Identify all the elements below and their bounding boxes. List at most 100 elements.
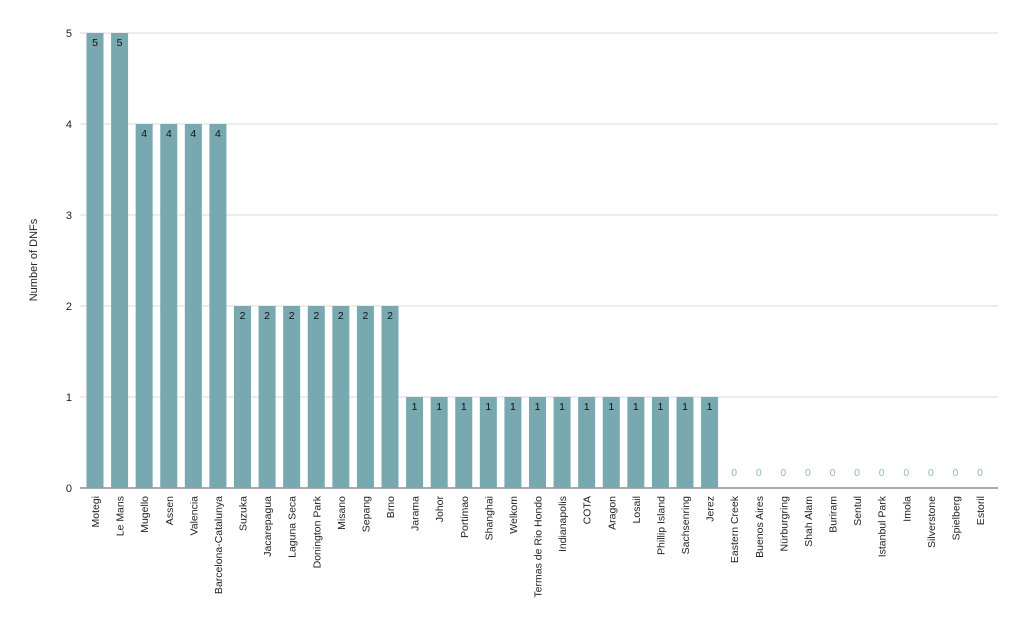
bar [111,33,129,488]
x-tick-label: Assen [164,496,176,525]
data-label: 2 [264,310,270,322]
bar [86,33,104,488]
bar [332,306,350,488]
bar [676,397,694,488]
data-label: 4 [141,128,147,140]
data-label: 2 [289,310,295,322]
data-label: 1 [657,401,663,413]
x-tick-label: Johor [434,495,446,522]
y-tick-label: 5 [66,28,72,40]
x-tick-label: Le Mans [115,496,127,536]
x-tick-label: Jerez [705,496,717,522]
data-label: 0 [780,467,786,479]
x-tick-label: Sepang [360,496,372,532]
x-tick-label: Losail [631,496,643,523]
x-tick-label: Welkom [508,496,520,534]
x-tick-label: Phillip Island [655,496,667,555]
data-label: 1 [535,401,541,413]
x-tick-label: Sachsenring [680,496,692,555]
data-label: 1 [510,401,516,413]
x-tick-label: Shanghai [483,496,495,540]
data-label: 4 [190,128,196,140]
x-tick-label: Misano [336,496,348,530]
y-tick-label: 0 [66,483,72,495]
x-tick-label: Donington Park [311,495,323,568]
x-tick-label: Motegi [90,496,102,528]
data-label: 0 [903,467,909,479]
x-tick-label: Portimao [459,496,471,538]
x-tick-label: Jarama [410,496,422,531]
x-tick-label: Buenos Aires [754,496,766,558]
x-tick-label: Eastern Creek [729,495,741,563]
x-tick-label: Silverstone [926,496,938,548]
bar [209,124,227,488]
bar [234,306,251,488]
bar [381,306,399,488]
data-label: 0 [731,467,737,479]
x-tick-label: Mugello [139,496,151,533]
bar [529,397,546,488]
data-label: 1 [633,401,639,413]
bar [356,306,374,488]
data-label: 2 [313,310,319,322]
bar [701,397,719,488]
x-tick-label: Estoril [975,496,987,525]
y-axis-label: Number of DNFs [28,218,40,301]
x-tick-label: Aragon [606,496,618,530]
y-tick-label: 4 [66,119,72,131]
data-label: 0 [928,467,934,479]
x-tick-label: Sentul [852,496,864,526]
data-label: 2 [338,310,344,322]
bar [651,397,669,488]
data-label: 5 [92,37,98,49]
data-label: 5 [117,37,123,49]
data-label: 0 [756,467,762,479]
x-tick-label: Indianapolis [557,496,569,552]
data-label: 1 [485,401,491,413]
data-label: 1 [707,401,713,413]
x-tick-label: Valencia [188,496,200,536]
data-label: 0 [830,467,836,479]
bar [430,397,448,488]
x-tick-label: COTA [582,496,594,524]
data-label: 1 [412,401,418,413]
data-label: 1 [682,401,688,413]
data-label: 4 [215,128,221,140]
data-label: 0 [952,467,958,479]
bar [627,397,645,488]
data-label: 0 [854,467,860,479]
y-tick-label: 3 [66,210,72,222]
y-tick-label: 1 [66,392,72,404]
data-label: 1 [559,401,565,413]
data-label: 1 [584,401,590,413]
data-label: 2 [240,310,246,322]
data-label: 2 [387,310,393,322]
bar [283,306,301,488]
x-tick-label: Suzuka [238,496,250,531]
bar [184,124,202,488]
bar [578,397,596,488]
x-tick-label: Brno [385,496,397,518]
x-tick-label: Jacarepagua [262,496,274,557]
bar [504,397,522,488]
x-tick-label: Spielberg [950,496,962,541]
bar [455,397,473,488]
x-tick-label: Laguna Seca [287,496,299,558]
y-tick-label: 2 [66,301,72,313]
bar [307,306,325,488]
data-label: 1 [461,401,467,413]
bar [479,397,497,488]
bar [258,306,276,488]
x-tick-label: Shah Alam [803,496,815,547]
bar [553,397,571,488]
bar [135,124,153,488]
x-tick-label: Imola [901,496,913,522]
data-label: 2 [362,310,368,322]
x-tick-label: Buriram [828,496,840,533]
x-tick-label: Istanbul Park [877,495,889,557]
data-label: 4 [166,128,172,140]
data-label: 1 [608,401,614,413]
bar [602,397,620,488]
bar [160,124,178,488]
